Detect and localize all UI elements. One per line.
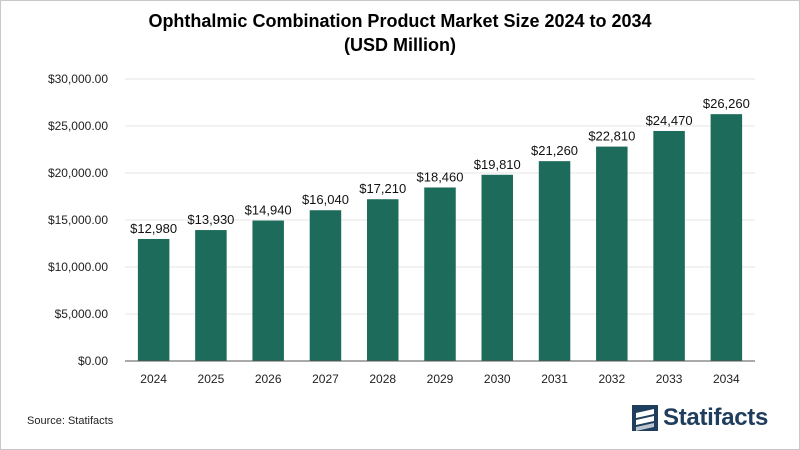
x-tick-label: 2027: [312, 372, 339, 386]
y-tick-label: $0.00: [78, 354, 108, 368]
x-tick-label: 2026: [255, 372, 282, 386]
data-label: $21,260: [531, 143, 578, 158]
x-tick-label: 2031: [541, 372, 568, 386]
bar-2030: [481, 174, 514, 361]
statifacts-logo: Statifacts: [632, 404, 768, 432]
data-label: $19,810: [474, 157, 521, 172]
data-label: $14,940: [245, 203, 292, 218]
source-note: Source: Statifacts: [27, 415, 114, 427]
x-tick-label: 2025: [198, 372, 225, 386]
data-labels: $12,980 $13,930 $14,940 $16,040 $17,210 $18,4…: [130, 96, 750, 236]
bar-2027: [309, 210, 342, 361]
bar-2025: [195, 230, 227, 361]
data-label: $22,810: [588, 129, 635, 144]
bar-2033: [653, 130, 685, 361]
chart-title-line1: Ophthalmic Combination Product Market Si…: [148, 11, 652, 31]
x-tick-label: 2033: [656, 372, 683, 386]
x-tick-label: 2034: [713, 372, 740, 386]
y-tick-label: $5,000.00: [55, 307, 109, 321]
x-tick-label: 2028: [369, 372, 396, 386]
x-tick-label: 2024: [140, 372, 167, 386]
bars: [137, 114, 743, 361]
data-label: $12,980: [130, 221, 177, 236]
bar-2026: [252, 220, 284, 361]
y-tick-label: $20,000.00: [48, 166, 108, 180]
bar-2029: [424, 187, 456, 361]
data-label: $24,470: [646, 113, 693, 128]
chart-title-line2: (USD Million): [344, 35, 456, 55]
data-label: $18,460: [417, 169, 464, 184]
chart-title: Ophthalmic Combination Product Market Si…: [0, 9, 800, 57]
x-tick-label: 2032: [598, 372, 625, 386]
x-axis-ticks: 2024 2025 2026 2027 2028 2029 2030 2031 2032 2033…: [140, 372, 740, 386]
bar-2034: [710, 114, 743, 361]
data-label: $16,040: [302, 192, 349, 207]
y-tick-label: $25,000.00: [48, 119, 108, 133]
y-axis-ticks: $0.00 $5,000.00 $10,000.00 $15,000.00 $20,00…: [48, 72, 108, 368]
y-tick-label: $30,000.00: [48, 72, 108, 86]
data-label: $17,210: [359, 181, 406, 196]
x-tick-label: 2030: [484, 372, 511, 386]
bar-2032: [596, 146, 628, 361]
data-label: $26,260: [703, 96, 750, 111]
x-tick-label: 2029: [427, 372, 454, 386]
bar-2031: [538, 161, 571, 361]
statifacts-logo-icon: [632, 405, 658, 431]
y-tick-label: $15,000.00: [48, 213, 108, 227]
statifacts-logo-text: Statifacts: [663, 404, 769, 431]
bar-2028: [366, 199, 399, 361]
y-tick-label: $10,000.00: [48, 260, 108, 274]
data-label: $13,930: [187, 212, 234, 227]
bar-2024: [137, 238, 170, 361]
